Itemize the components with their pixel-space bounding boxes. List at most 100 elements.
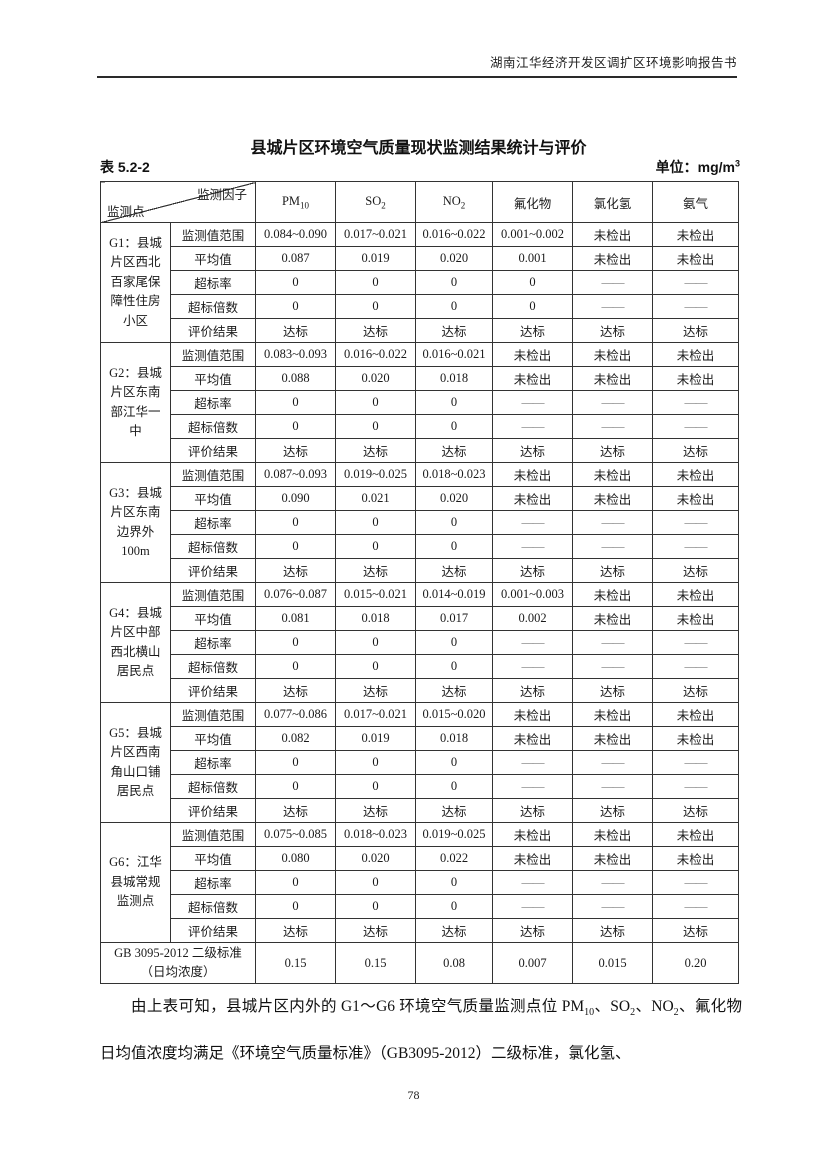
value-cell: 未检出 [492, 702, 573, 727]
value-cell: —— [572, 870, 653, 895]
row-label-cell: 平均值 [170, 606, 256, 631]
unit-label: 单位：mg/m3 [655, 158, 740, 175]
value-cell: 未检出 [492, 366, 573, 391]
value-cell: —— [652, 534, 739, 559]
value-cell: 达标 [255, 438, 336, 463]
page-number: 78 [407, 1088, 420, 1102]
standard-value-cell: 0.15 [255, 942, 336, 984]
value-cell: —— [492, 390, 573, 415]
table-row: G5：县城 片区西南 角山口铺 居民点 监测值范围 0.077~0.086 0.017… [100, 702, 739, 823]
value-cell: 0 [255, 414, 336, 439]
value-cell: —— [572, 390, 653, 415]
value-cell: 未检出 [572, 702, 653, 727]
value-cell: 0.083~0.093 [255, 342, 336, 367]
value-cell: —— [492, 894, 573, 919]
row-label-cell: 评价结果 [170, 918, 256, 943]
value-cell: 达标 [415, 318, 493, 343]
value-cell: 0 [415, 534, 493, 559]
row-label-cell: 监测值范围 [170, 582, 256, 607]
unit-superscript: 3 [734, 158, 740, 169]
table-header-row: 监测因子 监测点 PM10 SO2 NO2 氟化物 氯化氢 氨气 [100, 181, 739, 223]
value-cell: 达标 [415, 678, 493, 703]
value-cell: 0.082 [255, 726, 336, 751]
value-cell: 达标 [335, 678, 416, 703]
value-cell: 0 [492, 294, 573, 319]
table-row: 平均值 0.080 0.020 0.022 未检出 未检出 未检出 [101, 846, 739, 871]
value-cell: —— [492, 510, 573, 535]
value-cell: 0 [255, 534, 336, 559]
value-cell: 0 [255, 774, 336, 799]
value-cell: —— [652, 510, 739, 535]
value-cell: —— [572, 654, 653, 679]
value-cell: 0.016~0.022 [415, 222, 493, 247]
value-cell: 0 [255, 894, 336, 919]
value-cell: 达标 [652, 318, 739, 343]
value-cell: 未检出 [572, 366, 653, 391]
value-cell: —— [572, 510, 653, 535]
value-cell: 未检出 [652, 366, 739, 391]
value-cell: —— [492, 870, 573, 895]
standard-value-cell: 0.015 [572, 942, 653, 984]
value-cell: 0 [335, 294, 416, 319]
value-cell: 0 [492, 270, 573, 295]
table-row: 超标倍数 0 0 0 —— —— —— [101, 774, 739, 799]
row-label-cell: 平均值 [170, 726, 256, 751]
table-row: 超标倍数 0 0 0 —— —— —— [101, 654, 739, 679]
value-cell: 未检出 [652, 342, 739, 367]
table-row: 评价结果 达标 达标 达标 达标 达标 达标 [101, 798, 739, 823]
value-cell: 达标 [492, 318, 573, 343]
value-cell: 0.087~0.093 [255, 462, 336, 487]
value-cell: 未检出 [652, 846, 739, 871]
value-cell: 0.020 [415, 246, 493, 271]
table-row: G1：县城 片区西北 百家尾保 障性住房 小区 监测值范围 0.084~0.090 0… [100, 222, 739, 343]
value-cell: 0.001~0.003 [492, 582, 573, 607]
value-cell: 未检出 [572, 462, 653, 487]
value-cell: 达标 [652, 918, 739, 943]
value-cell: —— [492, 414, 573, 439]
column-header: 氨气 [652, 181, 739, 223]
value-cell: 0 [255, 630, 336, 655]
value-cell: 0.015~0.020 [415, 702, 493, 727]
standard-value-cell: 0.007 [492, 942, 573, 984]
row-label-cell: 监测值范围 [170, 462, 256, 487]
row-label-cell: 监测值范围 [170, 222, 256, 247]
value-cell: 未检出 [572, 222, 653, 247]
value-cell: 0.020 [335, 846, 416, 871]
value-cell: 0.016~0.022 [335, 342, 416, 367]
value-cell: 未检出 [572, 486, 653, 511]
monitoring-point-cell: G6：江华 县城常规 监测点 [100, 822, 171, 943]
value-cell: 0.019 [335, 246, 416, 271]
value-cell: 0 [335, 894, 416, 919]
value-cell: 达标 [415, 918, 493, 943]
monitoring-point-cell: G1：县城 片区西北 百家尾保 障性住房 小区 [100, 222, 171, 343]
value-cell: 未检出 [652, 486, 739, 511]
value-cell: 0.017~0.021 [335, 222, 416, 247]
row-label-cell: 平均值 [170, 486, 256, 511]
corner-header-cell: 监测因子 监测点 [100, 181, 256, 223]
value-cell: 0 [335, 534, 416, 559]
value-cell: 0.087 [255, 246, 336, 271]
table-row: 超标率 0 0 0 —— —— —— [101, 630, 739, 655]
value-cell: 达标 [335, 318, 416, 343]
row-label-cell: 平均值 [170, 366, 256, 391]
table-row: 评价结果 达标 达标 达标 达标 达标 达标 [101, 678, 739, 703]
row-label-cell: 平均值 [170, 246, 256, 271]
standard-value-cell: 0.20 [652, 942, 739, 984]
monitoring-point-cell: G5：县城 片区西南 角山口铺 居民点 [100, 702, 171, 823]
value-cell: 达标 [572, 918, 653, 943]
monitoring-point-cell: G2：县城 片区东南 部江华一 中 [100, 342, 171, 463]
value-cell: —— [652, 654, 739, 679]
row-label-cell: 评价结果 [170, 318, 256, 343]
value-cell: 0 [335, 414, 416, 439]
value-cell: 0 [335, 390, 416, 415]
value-cell: 未检出 [572, 582, 653, 607]
value-cell: 0 [415, 270, 493, 295]
table-row: 超标率 0 0 0 —— —— —— [101, 750, 739, 775]
value-cell: —— [652, 270, 739, 295]
value-cell: 0.019~0.025 [415, 822, 493, 847]
corner-label-factor: 监测因子 [196, 188, 247, 202]
value-cell: 未检出 [492, 846, 573, 871]
table-row: 超标倍数 0 0 0 —— —— —— [101, 534, 739, 559]
value-cell: 0 [255, 294, 336, 319]
